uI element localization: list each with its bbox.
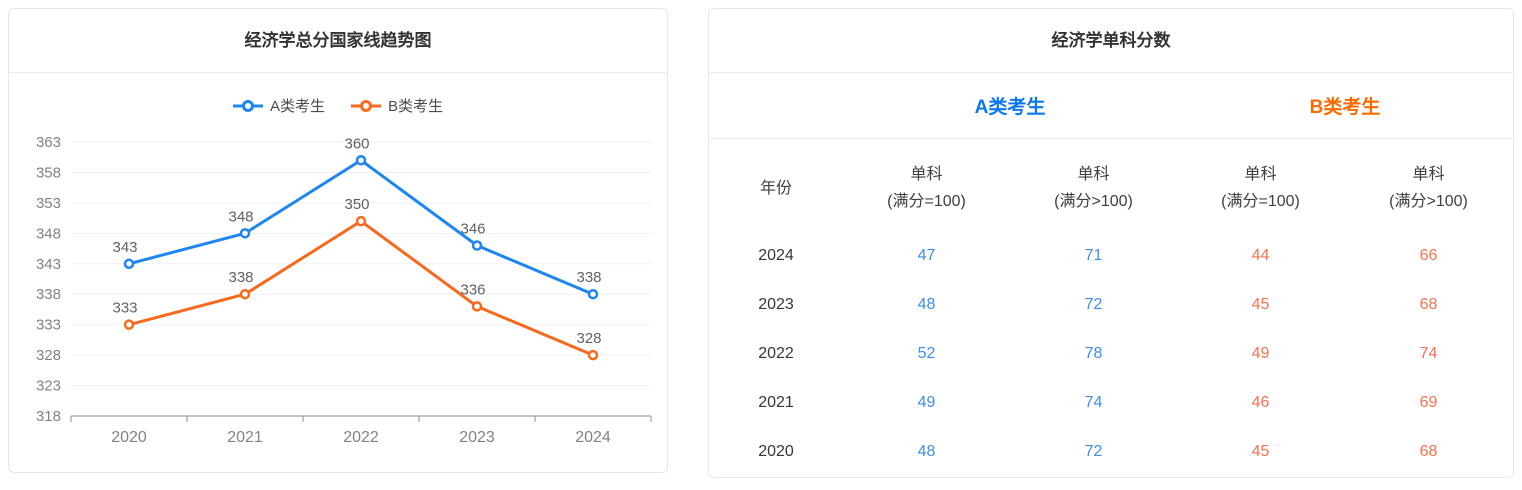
point-label: 360 — [344, 135, 369, 152]
column-header: 单科 (满分=100) — [887, 166, 966, 210]
table-row-2020: 2020 48 72 45 68 — [709, 427, 1513, 476]
score-cell: 68 — [1419, 295, 1438, 313]
point-label: 333 — [112, 300, 137, 317]
score-table-panel: 经济学单科分数 A类考生 B类考生 年份 单科 (满分=100) 单科 (满分>100)… — [708, 8, 1514, 478]
column-header: 单科 (满分=100) — [1221, 166, 1300, 210]
y-tick-label: 328 — [36, 347, 61, 364]
point-label: 338 — [228, 269, 253, 286]
score-cell: 49 — [1251, 344, 1270, 362]
point-label: 328 — [576, 330, 601, 347]
y-tick-label: 343 — [36, 256, 61, 273]
x-tick-label: 2022 — [343, 429, 379, 446]
legend-marker-icon — [232, 99, 263, 112]
y-tick-label: 348 — [36, 225, 61, 242]
chart-title: 经济学总分国家线趋势图 — [9, 9, 667, 73]
y-tick-label: 318 — [36, 408, 61, 425]
legend-marker-icon — [351, 99, 381, 112]
year-cell: 2024 — [758, 246, 794, 264]
table-body: 2024 47 71 44 66 2023 48 72 45 68 2022 52 78 49 74 2021… — [709, 231, 1513, 476]
score-cell: 49 — [917, 393, 936, 411]
score-cell: 45 — [1251, 442, 1270, 460]
point-label: 338 — [576, 269, 601, 286]
score-cell: 52 — [917, 344, 936, 362]
point-label: 346 — [460, 221, 485, 238]
point-label: 350 — [344, 196, 369, 213]
score-cell: 72 — [1084, 442, 1103, 460]
data-point-a-2023[interactable] — [471, 240, 483, 251]
x-tick-label: 2021 — [227, 429, 263, 446]
table-column-header-row: 年份 单科 (满分=100) 单科 (满分>100) 单科 (满分=100) 单科 (满分>10… — [709, 139, 1513, 231]
data-point-b-2022[interactable] — [355, 215, 367, 227]
data-point-a-2024[interactable] — [587, 288, 599, 300]
score-cell: 74 — [1084, 393, 1103, 411]
score-cell: 72 — [1084, 295, 1103, 313]
group-header-a: A类考生 — [974, 97, 1046, 118]
data-point-b-2023[interactable] — [471, 301, 483, 312]
year-cell: 2023 — [758, 295, 794, 313]
y-tick-label: 358 — [36, 164, 61, 181]
point-label: 348 — [228, 208, 253, 225]
line-chart[interactable]: 318 323 328 333 338 343 348 353 358 363 2020 2021 20… — [9, 128, 667, 458]
score-cell: 69 — [1419, 393, 1438, 411]
score-cell: 68 — [1419, 442, 1438, 460]
score-cell: 66 — [1419, 246, 1438, 264]
y-tick-label: 338 — [36, 286, 61, 303]
score-cell: 48 — [917, 295, 936, 313]
point-label: 343 — [112, 239, 137, 256]
data-point-a-2020[interactable] — [123, 258, 135, 270]
table-row-2021: 2021 49 74 46 69 — [709, 378, 1513, 427]
score-cell: 48 — [917, 442, 936, 460]
series-line-a — [127, 158, 595, 296]
y-tick-label: 353 — [36, 195, 61, 212]
table-title: 经济学单科分数 — [709, 9, 1513, 73]
y-tick-label: 323 — [36, 378, 61, 395]
y-tick-label: 363 — [36, 134, 61, 151]
year-cell: 2021 — [758, 393, 794, 411]
score-cell: 44 — [1251, 246, 1270, 264]
column-header: 年份 — [759, 179, 792, 197]
legend-label: A类考生 — [269, 98, 325, 115]
data-point-b-2021[interactable] — [239, 288, 251, 300]
y-tick-label: 333 — [36, 317, 61, 334]
data-point-b-2024[interactable] — [587, 349, 599, 361]
table-group-header-row: A类考生 B类考生 — [709, 73, 1513, 139]
x-tick-label: 2023 — [459, 429, 495, 446]
year-cell: 2020 — [758, 442, 794, 460]
table-row-2022: 2022 52 78 49 74 — [709, 329, 1513, 378]
legend-item-b[interactable]: B类考生 — [351, 95, 443, 116]
point-label: 336 — [460, 281, 485, 298]
x-tick-label: 2024 — [575, 429, 611, 446]
score-cell: 71 — [1084, 246, 1103, 264]
column-header: 单科 (满分>100) — [1389, 166, 1468, 210]
data-point-a-2021[interactable] — [239, 228, 251, 239]
x-tick-label: 2020 — [111, 429, 147, 446]
chart-legend: A类考生 B类考生 — [9, 95, 667, 116]
group-header-b: B类考生 — [1309, 97, 1381, 118]
table-row-2023: 2023 48 72 45 68 — [709, 280, 1513, 329]
score-cell: 78 — [1084, 344, 1103, 362]
data-point-b-2020[interactable] — [123, 319, 135, 330]
data-point-a-2022[interactable] — [355, 155, 367, 166]
legend-label: B类考生 — [388, 98, 444, 115]
series-line-b — [127, 219, 595, 357]
score-cell: 46 — [1251, 393, 1270, 411]
score-cell: 74 — [1419, 344, 1438, 362]
column-header: 单科 (满分>100) — [1054, 166, 1133, 210]
table-row-2024: 2024 47 71 44 66 — [709, 231, 1513, 280]
score-cell: 47 — [917, 246, 936, 264]
trend-chart-panel: 经济学总分国家线趋势图 A类考生 B类考生 318 323 328 333 338 343 3… — [8, 8, 668, 473]
legend-item-a[interactable]: A类考生 — [232, 95, 325, 116]
year-cell: 2022 — [758, 344, 794, 362]
score-cell: 45 — [1251, 295, 1270, 313]
